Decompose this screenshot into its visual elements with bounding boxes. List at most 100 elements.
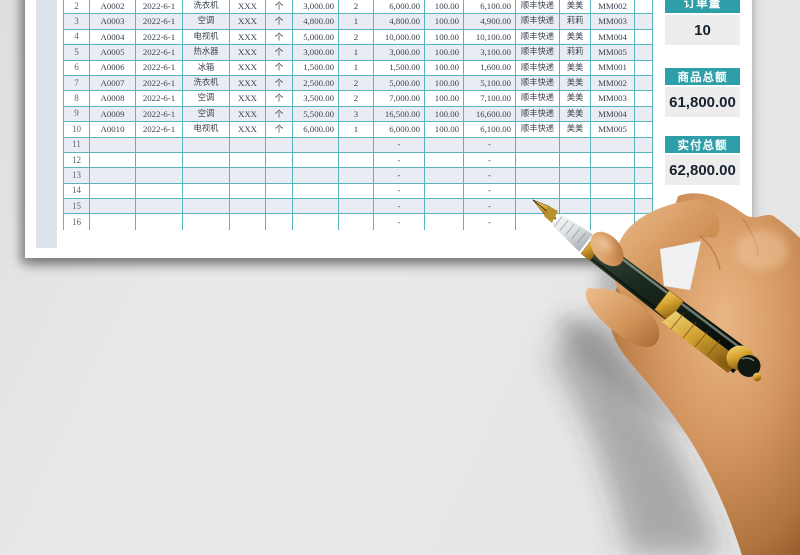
table-cell[interactable]: 顺丰快递: [516, 91, 560, 107]
table-cell[interactable]: [230, 199, 266, 215]
table-cell[interactable]: 电视机: [183, 29, 230, 46]
table-cell[interactable]: 100.00: [425, 75, 464, 92]
table-cell[interactable]: [635, 14, 653, 30]
table-cell[interactable]: MM001: [591, 60, 635, 76]
table-cell[interactable]: 1: [339, 14, 374, 30]
table-cell[interactable]: 2: [339, 29, 374, 46]
table-cell[interactable]: [425, 137, 464, 153]
table-cell[interactable]: [560, 152, 591, 169]
table-cell[interactable]: 6,000.00: [374, 122, 425, 138]
table-cell[interactable]: 3,000.00: [293, 0, 339, 15]
table-cell[interactable]: A0005: [90, 45, 136, 61]
table-cell[interactable]: [90, 214, 136, 230]
table-cell[interactable]: 顺丰快递: [516, 60, 560, 76]
table-cell[interactable]: 4,900.00: [464, 14, 516, 30]
table-cell[interactable]: XXX: [230, 60, 266, 76]
table-cell[interactable]: 空调: [183, 14, 230, 30]
table-cell[interactable]: [635, 106, 653, 123]
table-cell[interactable]: [293, 183, 339, 200]
table-cell[interactable]: 热水器: [183, 45, 230, 61]
table-cell[interactable]: [635, 75, 653, 92]
table-cell[interactable]: 个: [266, 122, 293, 138]
table-cell[interactable]: [136, 214, 183, 230]
table-cell[interactable]: 100.00: [425, 14, 464, 30]
table-cell[interactable]: A0004: [90, 29, 136, 46]
table-cell[interactable]: 个: [266, 60, 293, 76]
table-cell[interactable]: [230, 168, 266, 184]
table-cell[interactable]: [183, 214, 230, 230]
table-cell[interactable]: 1,500.00: [293, 60, 339, 76]
row-header-cell[interactable]: 6: [64, 60, 90, 76]
table-cell[interactable]: 3: [339, 106, 374, 123]
table-cell[interactable]: [560, 199, 591, 215]
table-cell[interactable]: -: [374, 152, 425, 169]
table-cell[interactable]: [90, 183, 136, 200]
table-cell[interactable]: 4,800.00: [374, 14, 425, 30]
table-cell[interactable]: [339, 214, 374, 230]
table-cell[interactable]: [266, 183, 293, 200]
table-cell[interactable]: [136, 199, 183, 215]
table-cell[interactable]: 美美: [560, 0, 591, 15]
table-cell[interactable]: [90, 168, 136, 184]
table-cell[interactable]: 5,500.00: [293, 106, 339, 123]
table-cell[interactable]: 3,100.00: [464, 45, 516, 61]
table-cell[interactable]: [591, 152, 635, 169]
table-cell[interactable]: [635, 91, 653, 107]
table-cell[interactable]: 2022-6-1: [136, 75, 183, 92]
table-cell[interactable]: 顺丰快递: [516, 14, 560, 30]
table-cell[interactable]: 美美: [560, 122, 591, 138]
table-cell[interactable]: MM004: [591, 29, 635, 46]
table-cell[interactable]: [560, 183, 591, 200]
table-cell[interactable]: -: [464, 137, 516, 153]
table-cell[interactable]: 顺丰快递: [516, 106, 560, 123]
table-cell[interactable]: [339, 137, 374, 153]
table-cell[interactable]: 10,000.00: [374, 29, 425, 46]
table-cell[interactable]: 洗衣机: [183, 75, 230, 92]
table-cell[interactable]: 顺丰快递: [516, 29, 560, 46]
table-cell[interactable]: [266, 168, 293, 184]
table-cell[interactable]: [266, 199, 293, 215]
table-cell[interactable]: 4,800.00: [293, 14, 339, 30]
table-cell[interactable]: XXX: [230, 122, 266, 138]
table-cell[interactable]: 2022-6-1: [136, 29, 183, 46]
table-cell[interactable]: 7,000.00: [374, 91, 425, 107]
table-cell[interactable]: MM004: [591, 106, 635, 123]
table-cell[interactable]: 100.00: [425, 29, 464, 46]
table-cell[interactable]: A0007: [90, 75, 136, 92]
table-cell[interactable]: [516, 137, 560, 153]
table-cell[interactable]: [339, 183, 374, 200]
table-cell[interactable]: [90, 152, 136, 169]
table-cell[interactable]: 6,000.00: [293, 122, 339, 138]
table-cell[interactable]: 6,100.00: [464, 122, 516, 138]
table-cell[interactable]: 5,000.00: [374, 75, 425, 92]
table-cell[interactable]: 2022-6-1: [136, 45, 183, 61]
row-header-cell[interactable]: 9: [64, 106, 90, 123]
table-cell[interactable]: 冰箱: [183, 60, 230, 76]
row-header-cell[interactable]: 12: [64, 152, 90, 169]
table-cell[interactable]: 顺丰快递: [516, 0, 560, 15]
table-cell[interactable]: 5,000.00: [293, 29, 339, 46]
table-cell[interactable]: [516, 152, 560, 169]
table-cell[interactable]: 个: [266, 45, 293, 61]
row-header-cell[interactable]: 2: [64, 0, 90, 15]
table-cell[interactable]: -: [464, 168, 516, 184]
table-cell[interactable]: [230, 214, 266, 230]
table-cell[interactable]: 2: [339, 0, 374, 15]
table-cell[interactable]: A0002: [90, 0, 136, 15]
table-cell[interactable]: 莉莉: [560, 45, 591, 61]
table-cell[interactable]: A0009: [90, 106, 136, 123]
table-cell[interactable]: -: [374, 137, 425, 153]
row-header-cell[interactable]: 8: [64, 91, 90, 107]
table-cell[interactable]: A0003: [90, 14, 136, 30]
table-cell[interactable]: XXX: [230, 91, 266, 107]
table-cell[interactable]: [516, 168, 560, 184]
table-cell[interactable]: 个: [266, 14, 293, 30]
table-cell[interactable]: [425, 152, 464, 169]
table-cell[interactable]: 16,500.00: [374, 106, 425, 123]
table-cell[interactable]: XXX: [230, 0, 266, 15]
table-cell[interactable]: 2,500.00: [293, 75, 339, 92]
table-cell[interactable]: 美美: [560, 60, 591, 76]
table-cell[interactable]: [591, 183, 635, 200]
table-cell[interactable]: [635, 199, 653, 215]
table-cell[interactable]: [425, 214, 464, 230]
